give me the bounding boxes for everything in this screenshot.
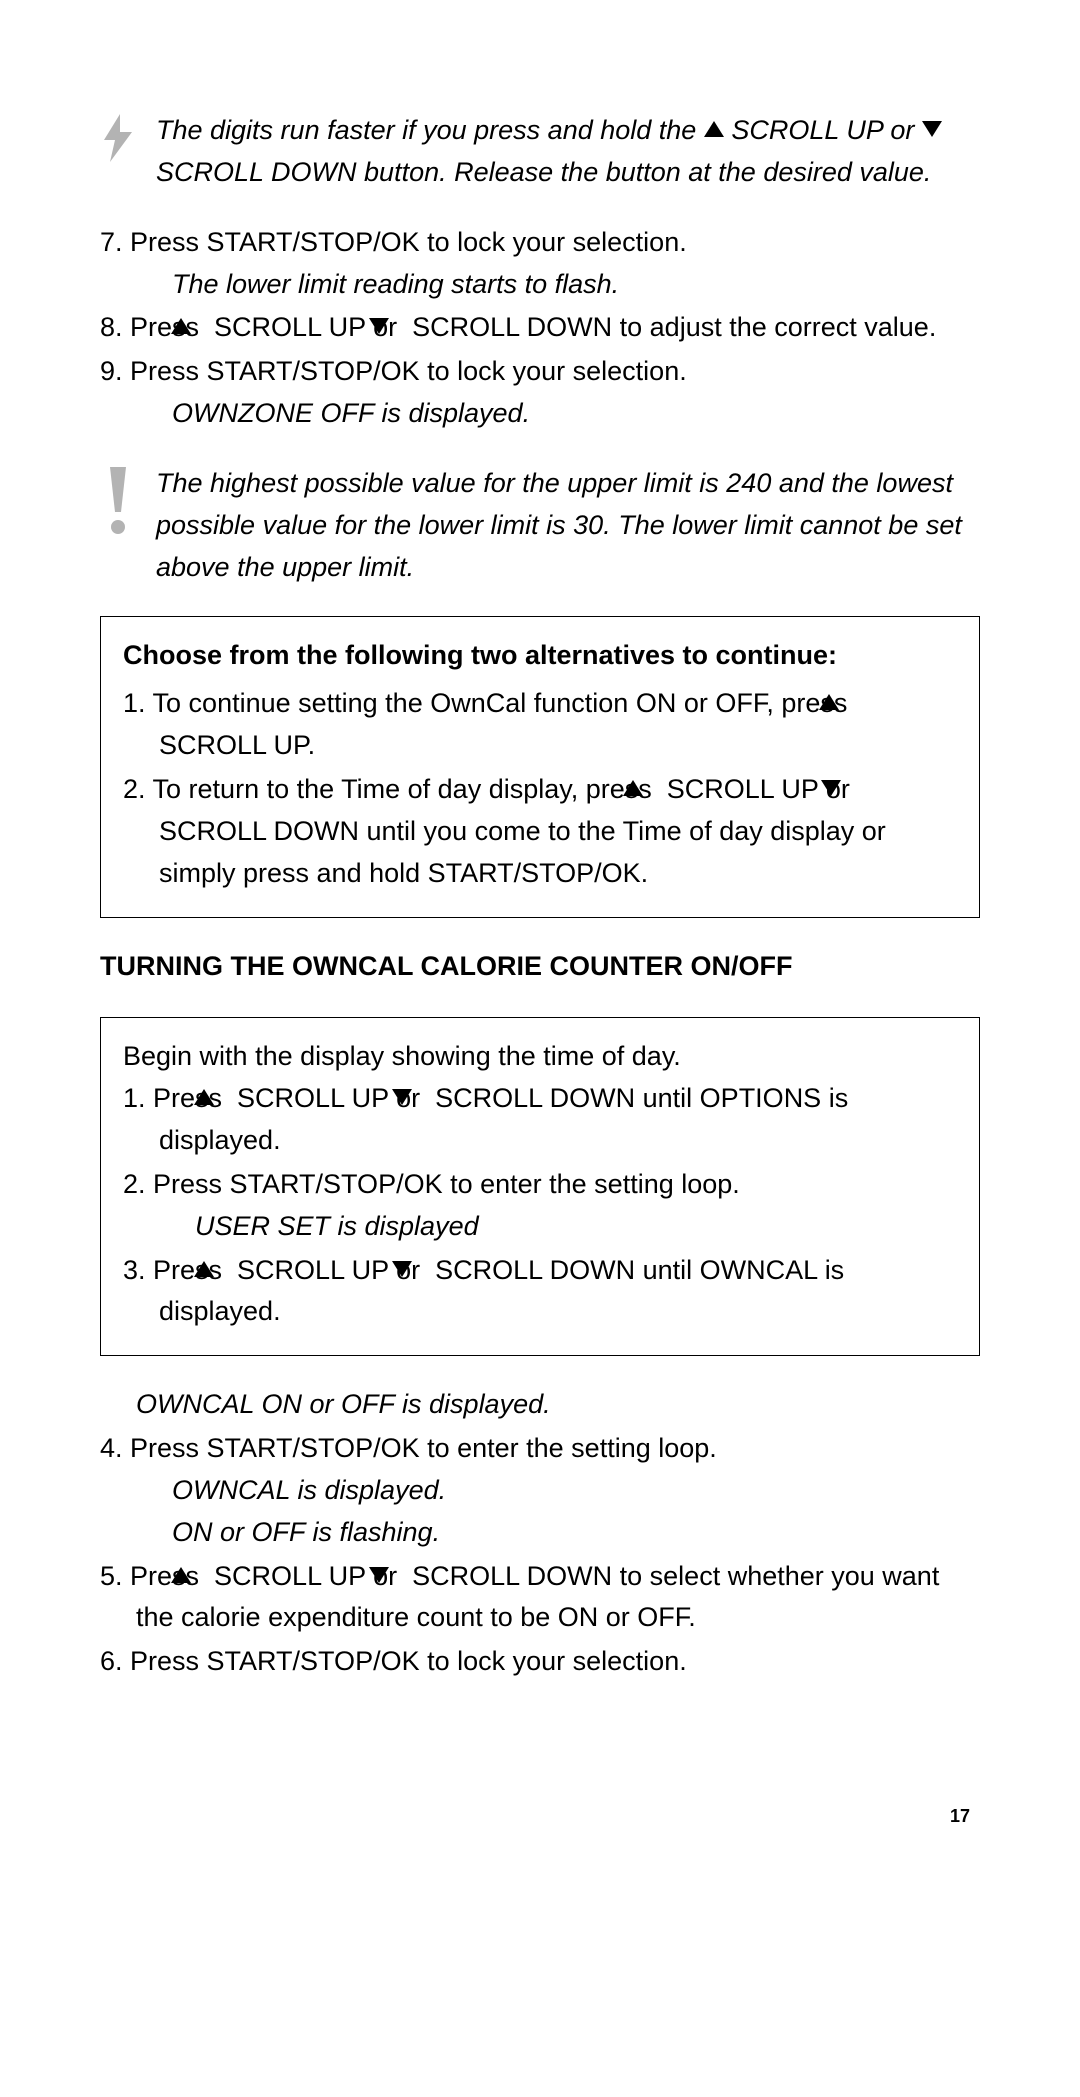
- text: 5. Press: [100, 1561, 207, 1591]
- steps-4-6: OWNCAL ON or OFF is displayed. 4. Press …: [100, 1384, 980, 1683]
- list-item: 4. Press START/STOP/OK to enter the sett…: [100, 1428, 980, 1554]
- list-item: 9. Press START/STOP/OK to lock your sele…: [100, 351, 980, 435]
- alternatives-box: Choose from the following two alternativ…: [100, 616, 980, 917]
- result-text: ON or OFF is flashing.: [136, 1512, 980, 1554]
- list-item: 2. To return to the Time of day display,…: [123, 769, 957, 895]
- owncal-box: Begin with the display showing the time …: [100, 1017, 980, 1356]
- text: 4. Press START/STOP/OK to enter the sett…: [100, 1433, 717, 1463]
- list-item: 2. Press START/STOP/OK to enter the sett…: [123, 1164, 957, 1248]
- steps-7-9: 7. Press START/STOP/OK to lock your sele…: [100, 222, 980, 435]
- list-item: 8. Press SCROLL UP or SCROLL DOWN to adj…: [100, 307, 980, 349]
- result-text: OWNCAL ON or OFF is displayed.: [136, 1384, 980, 1426]
- text: SCROLL DOWN to adjust the correct value.: [405, 312, 937, 342]
- triangle-down-icon: [922, 108, 942, 150]
- tip-lightning-text: The digits run faster if you press and h…: [156, 110, 980, 194]
- list-item: 1. To continue setting the OwnCal functi…: [123, 683, 957, 767]
- result-text: OWNZONE OFF is displayed.: [136, 393, 980, 435]
- text: SCROLL DOWN until you come to the Time o…: [159, 816, 886, 888]
- list-item: 5. Press SCROLL UP or SCROLL DOWN to sel…: [100, 1556, 980, 1640]
- text: 7. Press START/STOP/OK to lock your sele…: [100, 227, 687, 257]
- box-heading: Choose from the following two alternativ…: [123, 635, 957, 677]
- tip-exclaim: The highest possible value for the upper…: [100, 463, 980, 589]
- text: 2. Press START/STOP/OK to enter the sett…: [123, 1169, 740, 1199]
- list-item: 1. Press SCROLL UP or SCROLL DOWN until …: [123, 1078, 957, 1162]
- tip-exclaim-text: The highest possible value for the upper…: [156, 463, 980, 589]
- text: SCROLL UP or: [724, 115, 922, 145]
- list-item: 6. Press START/STOP/OK to lock your sele…: [100, 1641, 980, 1683]
- page-number: 17: [100, 1803, 980, 1831]
- text: The digits run faster if you press and h…: [156, 115, 696, 145]
- text: 3. Press: [123, 1255, 230, 1285]
- triangle-up-icon: [704, 108, 724, 150]
- result-text: OWNCAL is displayed.: [136, 1470, 980, 1512]
- text: 1. Press: [123, 1083, 230, 1113]
- text: SCROLL DOWN button. Release the button a…: [156, 157, 931, 187]
- list-item: OWNCAL ON or OFF is displayed.: [100, 1384, 980, 1426]
- section-heading: TURNING THE OWNCAL CALORIE COUNTER ON/OF…: [100, 946, 980, 988]
- text: 8. Press: [100, 312, 207, 342]
- lead-text: Begin with the display showing the time …: [123, 1036, 957, 1078]
- manual-page: The digits run faster if you press and h…: [0, 0, 1080, 1891]
- text: 9. Press START/STOP/OK to lock your sele…: [100, 356, 687, 386]
- result-text: USER SET is displayed: [159, 1206, 957, 1248]
- lightning-icon: [100, 110, 156, 162]
- text: 1. To continue setting the OwnCal functi…: [123, 688, 855, 718]
- exclamation-icon: [100, 463, 156, 537]
- text: 6. Press START/STOP/OK to lock your sele…: [100, 1646, 687, 1676]
- list-item: 7. Press START/STOP/OK to lock your sele…: [100, 222, 980, 306]
- text: SCROLL UP.: [159, 730, 315, 760]
- text: 2. To return to the Time of day display,…: [123, 774, 659, 804]
- result-text: The lower limit reading starts to flash.: [136, 264, 980, 306]
- list-item: 3. Press SCROLL UP or SCROLL DOWN until …: [123, 1250, 957, 1334]
- tip-lightning: The digits run faster if you press and h…: [100, 110, 980, 194]
